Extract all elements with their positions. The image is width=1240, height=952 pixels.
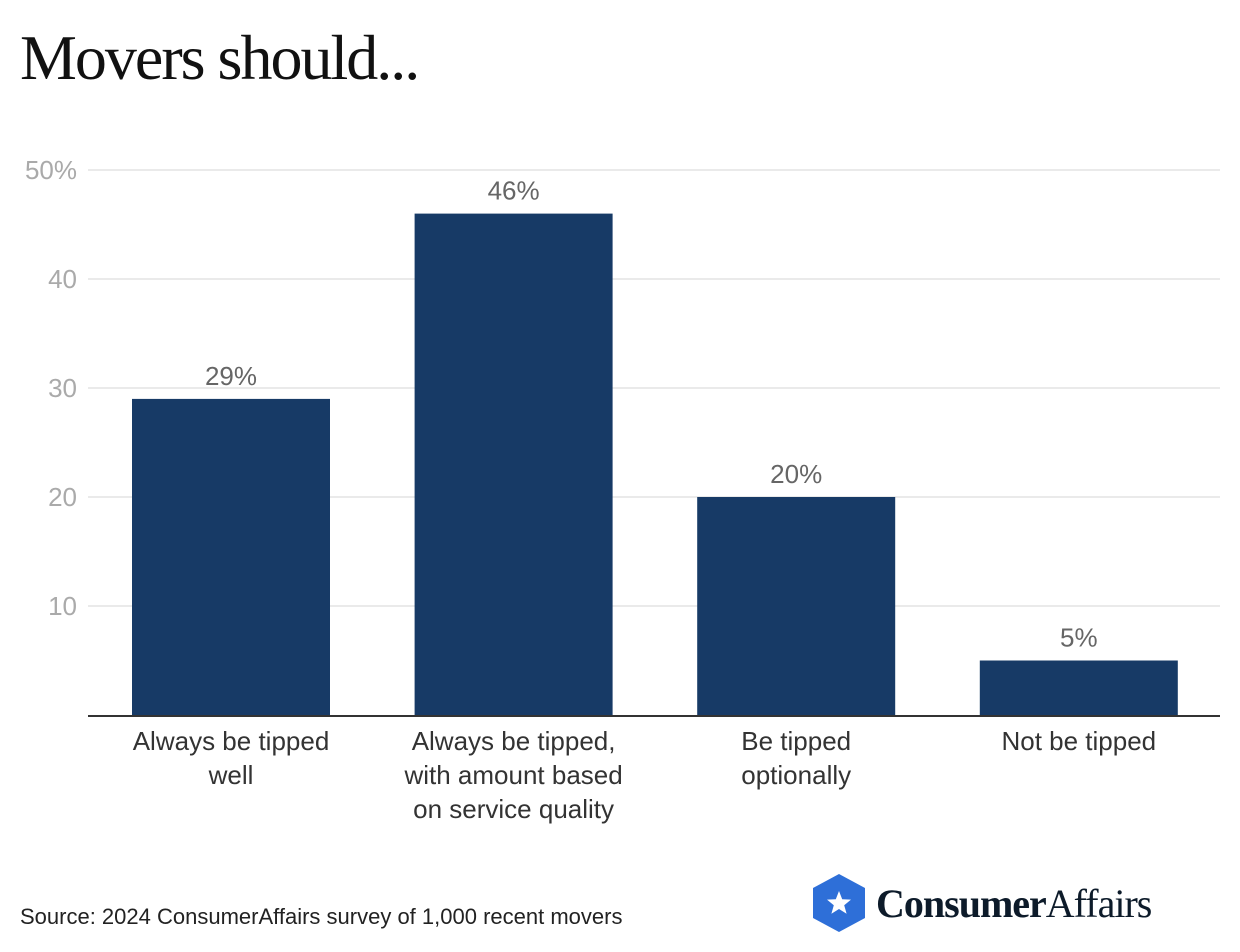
bars bbox=[132, 213, 1178, 715]
x-category-label: Always be tipped, with amount based on ser… bbox=[403, 726, 622, 824]
y-tick-label: 10 bbox=[48, 591, 77, 621]
bar bbox=[414, 213, 613, 715]
y-axis-ticks: 10 20 30 40 50% bbox=[25, 155, 77, 621]
y-tick-label: 30 bbox=[48, 373, 77, 403]
y-tick-label: 50% bbox=[25, 155, 77, 185]
data-label: 20% bbox=[770, 459, 822, 489]
x-category-label: Always be tipped well bbox=[133, 726, 330, 790]
chart-title: Movers should... bbox=[20, 22, 420, 93]
bar bbox=[697, 497, 896, 715]
y-tick-label: 40 bbox=[48, 264, 77, 294]
x-axis-categories: Always be tipped well Always be tipped, wit… bbox=[133, 726, 1156, 824]
data-label: 29% bbox=[205, 361, 257, 391]
data-label: 5% bbox=[1060, 623, 1098, 653]
logo-wordmark-affairs: Affairs bbox=[1045, 880, 1153, 926]
data-label: 46% bbox=[488, 176, 540, 206]
bar bbox=[132, 398, 330, 715]
logo-wordmark-consumer: Consumer bbox=[876, 880, 1047, 926]
consumeraffairs-logo: Consumer Affairs bbox=[810, 872, 1153, 934]
x-category-label: Not be tipped bbox=[1001, 726, 1156, 756]
data-labels: 29% 46% 20% 5% bbox=[205, 176, 1098, 653]
x-category-label: Be tipped optionally bbox=[741, 726, 851, 790]
star-badge-icon bbox=[813, 874, 865, 932]
source-note: Source: 2024 ConsumerAffairs survey of 1… bbox=[20, 904, 623, 929]
y-tick-label: 20 bbox=[48, 482, 77, 512]
bar bbox=[979, 660, 1178, 715]
